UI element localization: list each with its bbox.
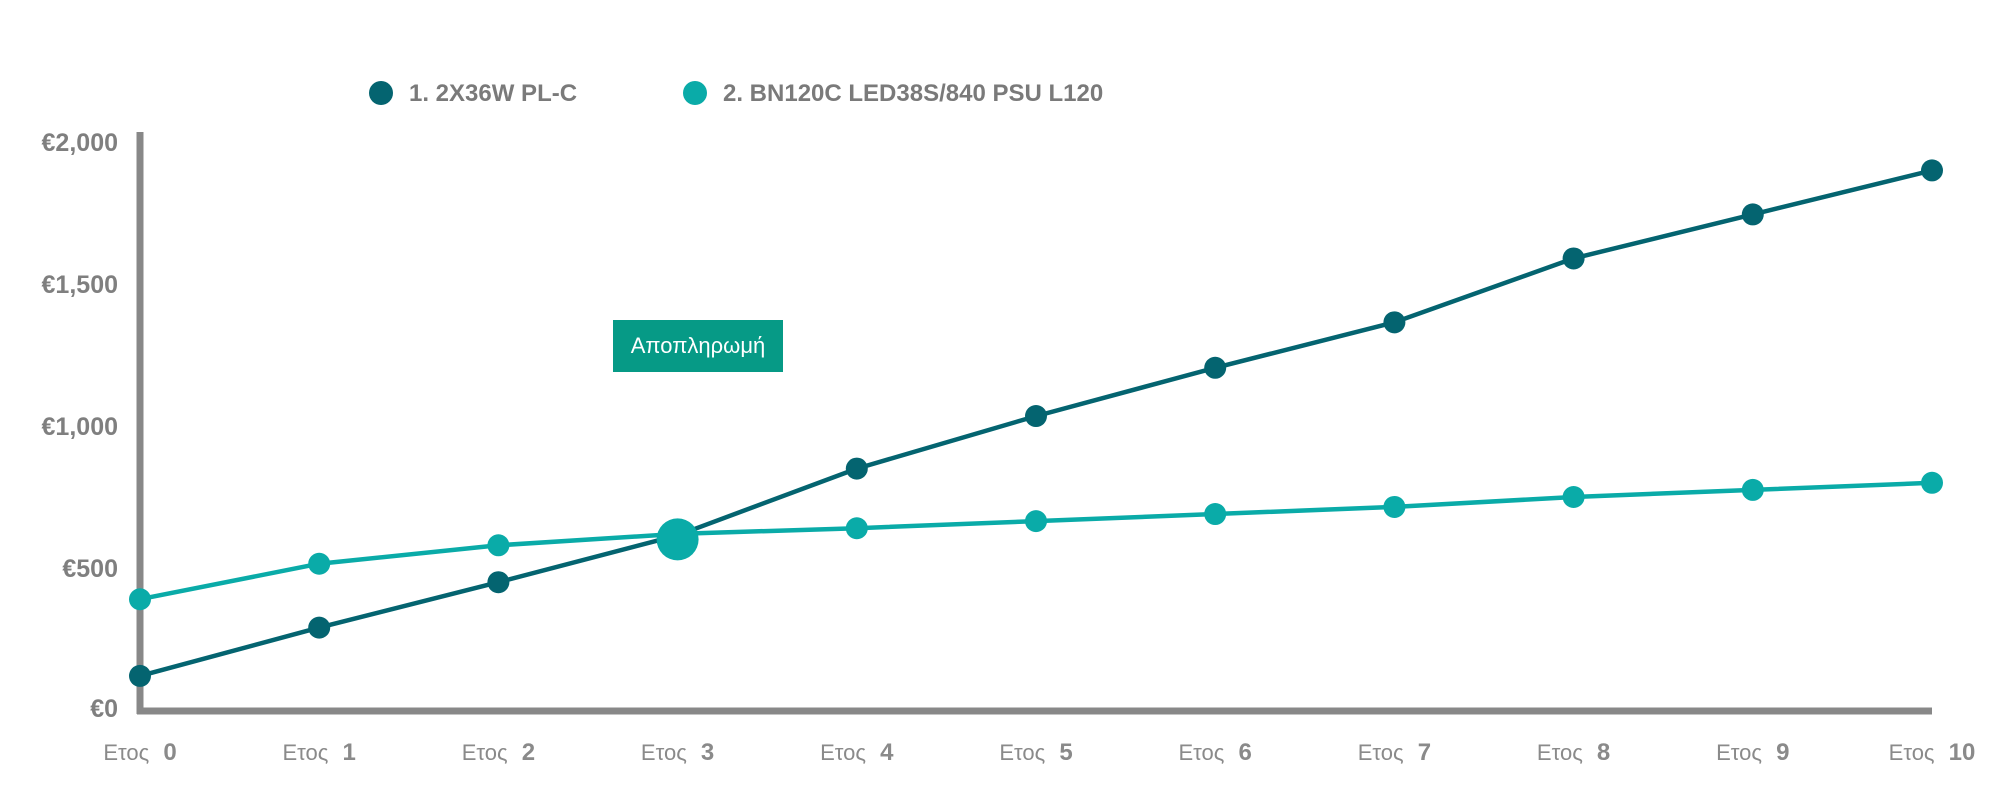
data-point-series-1 — [1204, 356, 1227, 379]
y-tick-label: €500 — [62, 555, 118, 583]
legend: 1. 2X36W PL-C 2. BN120C LED38S/840 PSU L1… — [369, 80, 1103, 107]
axes — [136, 132, 1932, 715]
x-tick-label: Ετος 5 — [999, 739, 1072, 766]
data-point-series-2 — [1921, 471, 1943, 494]
x-tick-label: Ετος 7 — [1358, 739, 1431, 766]
data-point-series-1 — [308, 616, 331, 639]
payback-annotation: Αποπληρωμή — [613, 320, 783, 561]
data-point-series-2 — [487, 534, 510, 557]
data-point-series-1 — [487, 571, 510, 594]
x-tick-label: Ετος 4 — [820, 739, 894, 766]
data-point-series-1 — [1562, 247, 1585, 270]
y-tick-label: €1,500 — [42, 271, 118, 299]
x-tick-label: Ετος 6 — [1179, 739, 1252, 766]
x-tick-label: Ετος 3 — [641, 739, 714, 766]
data-point-series-2 — [1025, 510, 1047, 533]
y-axis-tick-labels: €0 €500 €1,000 €1,500 €2,000 — [42, 129, 118, 723]
series-line-2 — [139, 480, 1933, 602]
x-tick-label: Ετος 2 — [462, 739, 535, 766]
data-point-series-2 — [845, 517, 868, 540]
data-point-series-2 — [1562, 486, 1585, 508]
legend-marker-series-1 — [369, 81, 393, 105]
data-point-series-1 — [1025, 405, 1047, 428]
legend-label-series-1: 1. 2X36W PL-C — [409, 80, 577, 107]
data-point-series-1 — [845, 457, 868, 480]
x-tick-label: Ετος 10 — [1889, 739, 1976, 766]
legend-marker-series-2 — [683, 81, 707, 105]
x-tick-label: Ετος 0 — [103, 739, 176, 766]
data-point-series-1 — [129, 664, 151, 687]
data-point-series-1 — [1383, 311, 1406, 334]
y-tick-label: €2,000 — [42, 129, 118, 157]
payback-marker — [656, 518, 699, 561]
data-point-series-1 — [1741, 203, 1764, 226]
legend-label-series-2: 2. BN120C LED38S/840 PSU L120 — [723, 80, 1103, 107]
x-tick-label: Ετος 1 — [283, 739, 356, 766]
data-point-series-2 — [308, 552, 331, 575]
y-tick-label: €0 — [90, 695, 118, 723]
data-point-series-2 — [1204, 503, 1227, 526]
x-axis-tick-labels: Ετος 0 Ετος 1 Ετος 2 Ετος 3 Ετος 4 Ετος 5 Ετος… — [103, 739, 1975, 766]
x-tick-label: Ετος 8 — [1537, 739, 1610, 766]
y-tick-label: €1,000 — [42, 413, 118, 441]
x-tick-label: Ετος 9 — [1716, 739, 1789, 766]
data-point-series-2 — [1383, 495, 1406, 518]
data-point-series-2 — [129, 588, 151, 611]
payback-label: Αποπληρωμή — [631, 333, 765, 358]
data-point-series-1 — [1921, 159, 1943, 182]
data-point-series-2 — [1741, 478, 1764, 501]
payback-label-box — [613, 320, 783, 372]
